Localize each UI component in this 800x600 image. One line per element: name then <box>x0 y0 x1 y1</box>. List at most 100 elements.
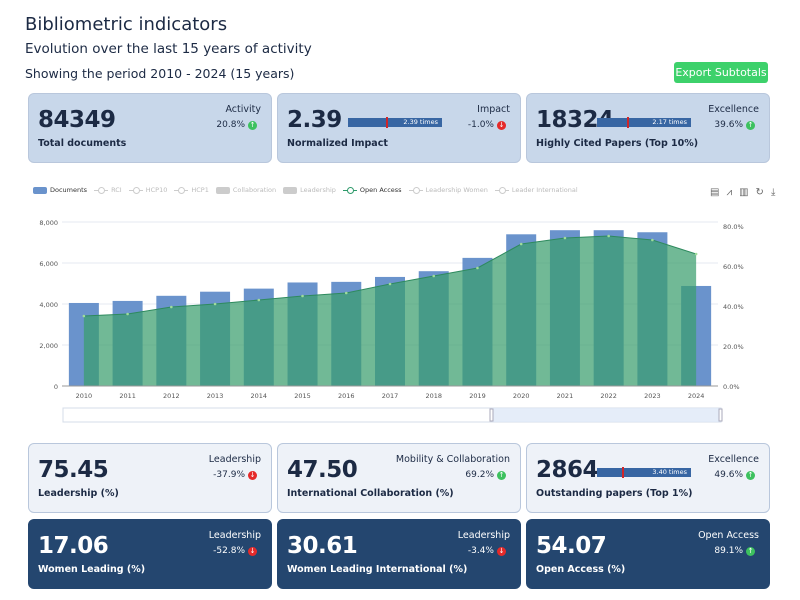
open-access-point[interactable] <box>257 298 261 302</box>
legend-item[interactable]: HCP1 <box>174 186 209 194</box>
card-change: -52.8% <box>213 546 245 556</box>
open-access-area <box>83 236 697 386</box>
card-category: Open Access <box>698 530 759 541</box>
chart-legend: Documents RCI HCP10 HCP1 Collaboration Leader… <box>33 186 578 194</box>
card-label: International Collaboration (%) <box>287 488 454 499</box>
indicator-card: 84349 Total documents Activity 20.8% ↑ <box>28 93 272 163</box>
card-category: Activity <box>225 104 261 115</box>
open-access-point[interactable] <box>694 252 698 256</box>
documents-chart: 0 0.0% 2,000 20.0% 4,000 40.0% 6,000 60.0% 8,000… <box>39 219 744 423</box>
bar-chart-icon[interactable]: ▥ <box>739 187 749 198</box>
legend-label: HCP1 <box>191 186 209 194</box>
open-access-point[interactable] <box>82 314 86 318</box>
legend-item[interactable]: Leader International <box>494 186 578 194</box>
card-change: 20.8% <box>216 120 245 130</box>
card-label: Highly Cited Papers (Top 10%) <box>536 138 699 149</box>
x-tick: 2018 <box>425 392 442 400</box>
legend-swatch <box>215 186 230 194</box>
card-value: 2.39 <box>287 107 342 133</box>
legend-item[interactable]: RCI <box>94 186 122 194</box>
card-label: Women Leading International (%) <box>287 564 468 575</box>
card-value: 2864 <box>536 457 599 483</box>
card-label: Outstanding papers (Top 1%) <box>536 488 693 499</box>
open-access-point[interactable] <box>344 291 348 295</box>
data-view-icon[interactable]: ▤ <box>710 187 720 198</box>
ratio-text: 3.40 times <box>652 468 687 476</box>
x-tick: 2023 <box>644 392 661 400</box>
y-left-tick: 2,000 <box>39 342 58 350</box>
download-icon[interactable]: ⤓ <box>770 187 776 198</box>
x-tick: 2019 <box>469 392 486 400</box>
open-access-point[interactable] <box>432 274 436 278</box>
open-access-point[interactable] <box>301 294 304 298</box>
legend-label: Collaboration <box>232 186 277 194</box>
legend-item[interactable]: Documents <box>33 186 87 194</box>
card-label: Total documents <box>38 138 127 149</box>
open-access-point[interactable] <box>607 234 610 238</box>
ratio-bar: 2.39 times <box>348 117 442 128</box>
x-tick: 2024 <box>688 392 705 400</box>
export-subtotals-button[interactable]: Export Subtotals <box>674 62 768 83</box>
legend-item[interactable]: Open Access <box>342 186 402 194</box>
indicator-card: 75.45 Leadership (%) Leadership -37.9% ↓ <box>28 443 272 513</box>
card-value: 84349 <box>38 107 116 133</box>
card-change: 89.1% <box>714 546 743 556</box>
y-right-tick: 80.0% <box>723 223 744 231</box>
open-access-point[interactable] <box>388 282 392 286</box>
arrow-down-icon: ↓ <box>497 546 506 556</box>
legend-item[interactable]: Leadership <box>283 186 336 194</box>
x-tick: 2010 <box>76 392 93 400</box>
arrow-up-icon: ↑ <box>746 546 755 556</box>
x-tick: 2011 <box>119 392 136 400</box>
legend-line-icon <box>174 186 189 194</box>
open-access-point[interactable] <box>213 302 217 306</box>
line-chart-icon[interactable]: ⩘ <box>726 187 733 198</box>
x-tick: 2015 <box>294 392 311 400</box>
card-change: -37.9% <box>213 470 245 480</box>
card-category: Leadership <box>457 530 510 541</box>
restore-icon[interactable]: ↻ <box>755 187 764 198</box>
legend-item[interactable]: Leadership Women <box>408 186 488 194</box>
card-change: -1.0% <box>467 120 494 130</box>
legend-label: RCI <box>111 186 122 194</box>
card-change: 39.6% <box>714 120 743 130</box>
legend-label: Open Access <box>359 186 402 194</box>
page-title: Bibliometric indicators <box>25 14 228 35</box>
zoom-handle-right[interactable] <box>718 408 723 422</box>
card-category: Impact <box>477 104 510 115</box>
open-access-point[interactable] <box>476 266 479 270</box>
legend-line-icon <box>494 186 509 194</box>
indicator-card: 47.50 International Collaboration (%) Mo… <box>277 443 521 513</box>
zoom-handle-left[interactable] <box>489 408 494 422</box>
arrow-up-icon: ↑ <box>746 470 755 480</box>
legend-item[interactable]: HCP10 <box>128 186 168 194</box>
indicator-card: 30.61 Women Leading International (%) Le… <box>277 519 521 589</box>
y-right-tick: 0.0% <box>723 383 740 391</box>
y-left-tick: 0 <box>54 383 58 391</box>
card-value: 17.06 <box>38 533 109 559</box>
ratio-text: 2.39 times <box>403 118 438 126</box>
arrow-down-icon: ↓ <box>248 546 257 556</box>
legend-line-icon <box>128 186 143 194</box>
open-access-point[interactable] <box>170 305 173 309</box>
legend-item[interactable]: Collaboration <box>215 186 277 194</box>
open-access-point[interactable] <box>126 312 129 316</box>
legend-label: Leadership Women <box>425 186 488 194</box>
card-value: 30.61 <box>287 533 358 559</box>
card-category: Excellence <box>708 104 759 115</box>
open-access-point[interactable] <box>651 238 654 242</box>
open-access-point[interactable] <box>519 242 523 246</box>
legend-label: Documents <box>50 186 88 194</box>
legend-label: HCP10 <box>145 186 168 194</box>
x-tick: 2013 <box>207 392 224 400</box>
open-access-point[interactable] <box>563 236 567 240</box>
card-category: Leadership <box>208 530 261 541</box>
card-value: 47.50 <box>287 457 358 483</box>
card-change: 49.6% <box>714 470 743 480</box>
zoom-slider-selection[interactable] <box>492 408 721 422</box>
x-tick: 2022 <box>600 392 617 400</box>
indicator-card: 17.06 Women Leading (%) Leadership -52.8… <box>28 519 272 589</box>
card-change: 69.2% <box>465 470 494 480</box>
x-tick: 2012 <box>163 392 180 400</box>
y-left-tick: 6,000 <box>39 260 58 268</box>
